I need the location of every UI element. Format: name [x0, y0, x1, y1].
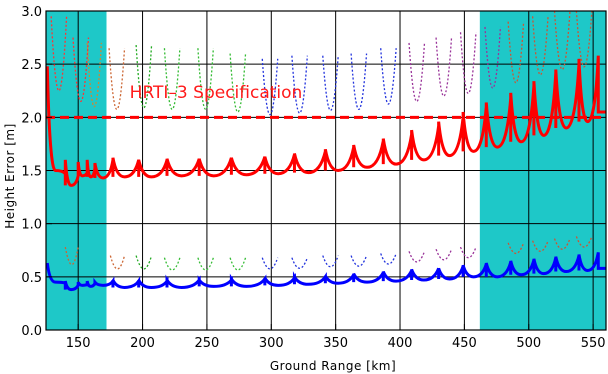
dotted-curve	[163, 48, 181, 110]
series-line	[46, 252, 606, 292]
dotted-curve	[532, 240, 549, 252]
y-axis-title: Height Error [m]	[3, 123, 17, 229]
dotted-curve	[72, 37, 90, 103]
dotted-curve	[261, 58, 279, 115]
dotted-curve	[408, 42, 426, 102]
dotted-curve	[322, 255, 339, 268]
dotted-curve	[64, 246, 79, 266]
x-tick-label: 350	[323, 336, 348, 351]
dotted-curve	[459, 32, 477, 94]
x-tick-label: 300	[259, 336, 284, 351]
dotted-curve	[197, 257, 214, 271]
dotted-curve	[435, 37, 453, 97]
series-blue	[46, 252, 606, 292]
dotted-curve	[380, 48, 397, 105]
dotted-curve	[553, 238, 571, 250]
x-tick-label: 250	[195, 336, 220, 351]
x-tick-label: 450	[452, 336, 477, 351]
dotted-curve	[575, 11, 593, 68]
dotted-curve	[108, 48, 126, 110]
dotted-curve	[109, 255, 126, 270]
dotted-curve	[507, 21, 525, 84]
dotted-curve	[484, 26, 502, 89]
series-line	[46, 55, 606, 187]
dotted-curve	[380, 253, 397, 265]
dotted-curve	[459, 246, 477, 259]
y-tick-label: 3.0	[21, 5, 42, 20]
dotted-curve	[322, 55, 339, 111]
dotted-curve	[163, 257, 181, 271]
x-tick-label: 400	[388, 336, 413, 351]
dotted-curve	[507, 242, 525, 255]
dotted-curve	[135, 44, 153, 109]
dotted-curve	[575, 236, 593, 248]
y-tick-label: 2.0	[21, 111, 42, 126]
dotted-curve	[350, 53, 368, 110]
dotted-curve	[86, 42, 103, 108]
x-tick-label: 550	[581, 336, 606, 351]
dotted-curve	[350, 255, 368, 267]
x-tick-label: 500	[516, 336, 541, 351]
y-tick-label: 0.5	[21, 271, 42, 286]
x-axis-title: Ground Range [km]	[270, 359, 396, 373]
dotted-curve	[291, 257, 308, 269]
series-red	[46, 55, 606, 187]
dotted-curve	[135, 255, 153, 270]
y-tick-label: 1.0	[21, 218, 42, 233]
y-tick-label: 1.5	[21, 165, 42, 180]
plot-area	[46, 11, 606, 330]
dotted-curve	[229, 257, 247, 271]
y-tick-label: 0.0	[21, 324, 42, 339]
x-tick-label: 200	[130, 336, 155, 351]
x-tick-label: 150	[66, 336, 91, 351]
y-tick-label: 2.5	[21, 58, 42, 73]
dotted-curve	[291, 55, 308, 114]
dotted-curve	[408, 251, 426, 263]
dotted-curve	[435, 248, 453, 261]
annotation-label: HRTI–3 Specification	[130, 83, 303, 103]
dotted-curve	[197, 48, 215, 110]
dotted-curve	[261, 257, 279, 270]
